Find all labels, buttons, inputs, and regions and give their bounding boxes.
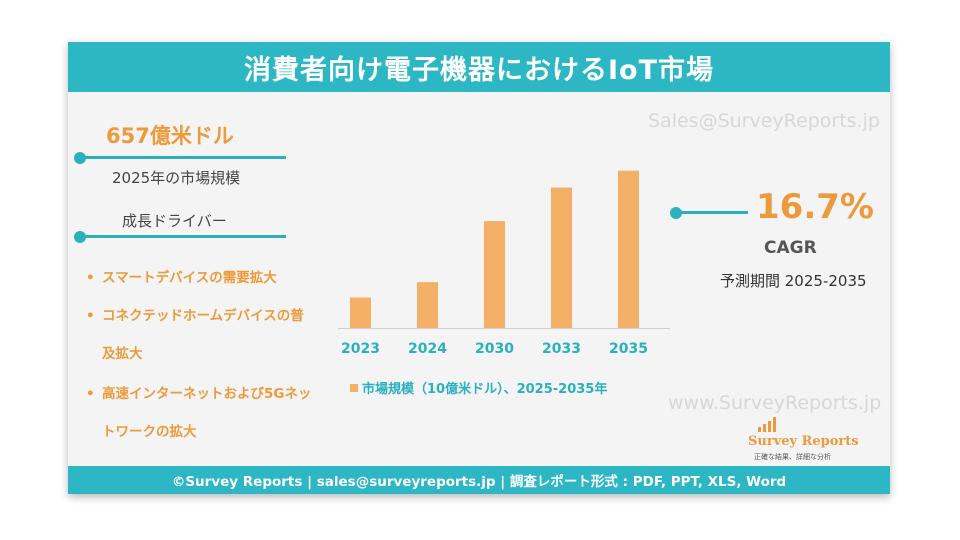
driver-item: • スマートデバイスの需要拡大 bbox=[86, 270, 277, 286]
chart-legend: 市場規模（10億米ドル）、2025-2035年 bbox=[350, 378, 607, 397]
tick-label-2033: 2033 bbox=[542, 341, 581, 357]
driver-item-continued: 及拡大 bbox=[102, 346, 143, 362]
cagr-value: 16.7% bbox=[756, 187, 874, 227]
watermark-url: www.SurveyReports.jp bbox=[668, 392, 882, 414]
bar-2030 bbox=[484, 221, 505, 328]
drivers-heading: 成長ドライバー bbox=[122, 212, 227, 230]
footer-text: ©Survey Reports | sales@surveyreports.jp… bbox=[171, 474, 787, 490]
bar-2035 bbox=[618, 170, 639, 328]
bar-2024 bbox=[417, 282, 438, 328]
market-value: 657億米ドル bbox=[106, 124, 234, 148]
tick-label-2035: 2035 bbox=[609, 341, 648, 357]
legend-label: 市場規模（10億米ドル）、2025-2035年 bbox=[362, 382, 608, 397]
market-divider bbox=[80, 156, 286, 159]
tick-label-2024: 2024 bbox=[408, 341, 447, 357]
tick-label-2023: 2023 bbox=[341, 341, 380, 357]
cagr-divider bbox=[676, 211, 748, 214]
logo-bars-icon bbox=[758, 416, 780, 432]
footer-bar: ©Survey Reports | sales@surveyreports.jp… bbox=[68, 466, 890, 494]
driver-item: • 高速インターネットおよび5Gネッ bbox=[86, 386, 312, 402]
legend-swatch bbox=[350, 383, 358, 392]
infographic-card: 消費者向け電子機器におけるIoT市場 Sales@SurveyReports.j… bbox=[68, 42, 890, 494]
page-title: 消費者向け電子機器におけるIoT市場 bbox=[243, 54, 714, 86]
logo-tagline: 正確な結果、詳細な分析 bbox=[754, 453, 831, 461]
driver-item-continued: トワークの拡大 bbox=[102, 424, 197, 440]
drivers-divider bbox=[80, 235, 286, 238]
watermark-email: Sales@SurveyReports.jp bbox=[648, 110, 880, 132]
bar-2033 bbox=[551, 187, 572, 328]
logo-name: Survey Reports bbox=[748, 434, 859, 449]
tick-label-2030: 2030 bbox=[475, 341, 514, 357]
cagr-period: 予測期間 2025-2035 bbox=[720, 272, 867, 290]
bar-2023 bbox=[350, 297, 371, 328]
cagr-label: CAGR bbox=[764, 238, 817, 258]
title-banner: 消費者向け電子機器におけるIoT市場 bbox=[68, 42, 890, 92]
market-bar-chart: 2023 2024 2030 2033 2035 bbox=[338, 170, 670, 357]
market-caption: 2025年の市場規模 bbox=[112, 169, 241, 187]
driver-item: • コネクテッドホームデバイスの普 bbox=[86, 308, 304, 324]
